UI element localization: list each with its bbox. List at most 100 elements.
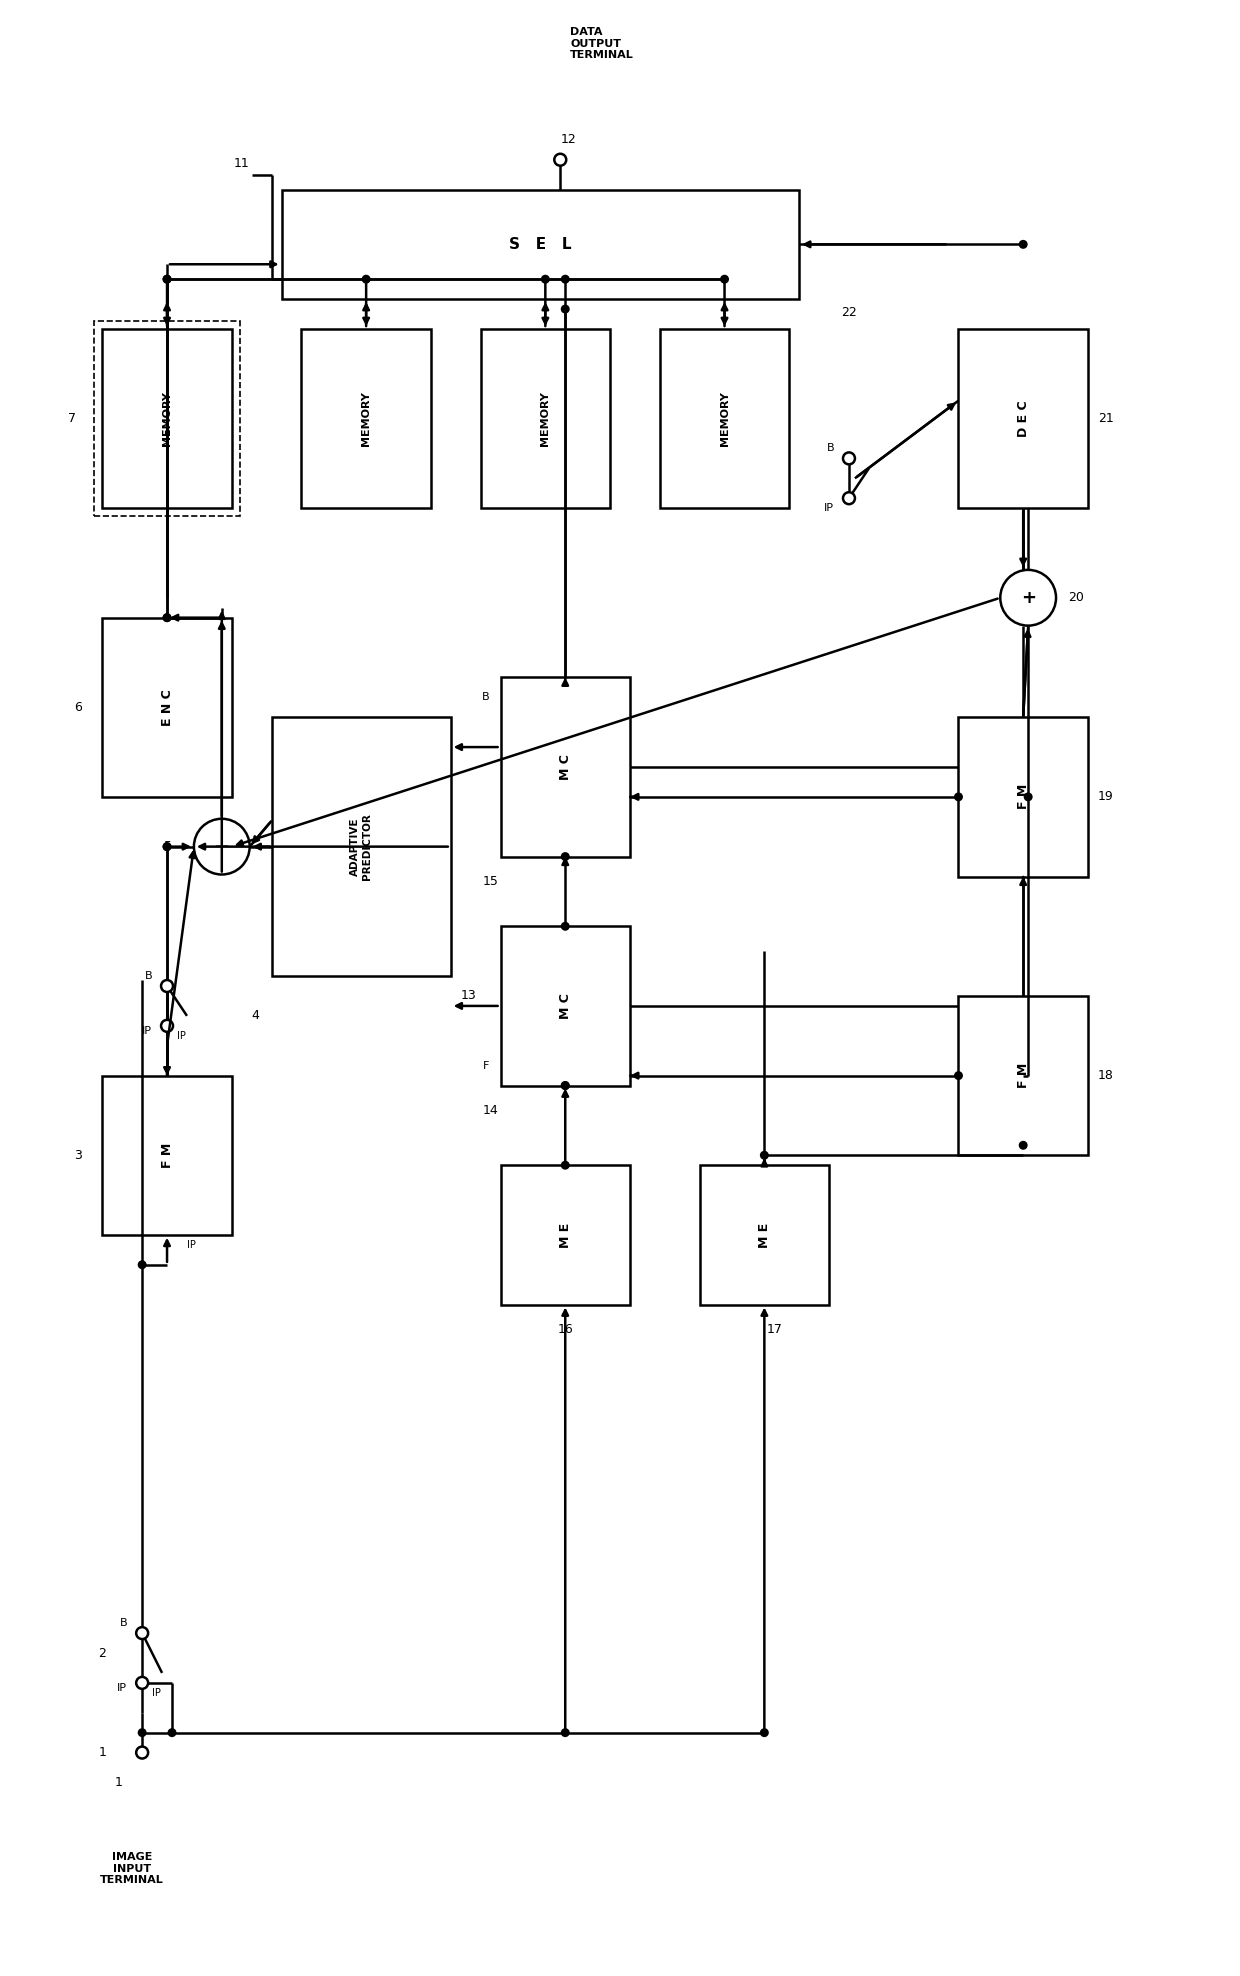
Text: B: B xyxy=(145,970,153,980)
Circle shape xyxy=(560,1160,569,1170)
Circle shape xyxy=(1019,1140,1028,1150)
Text: D E C: D E C xyxy=(1017,401,1029,437)
Text: S   E   L: S E L xyxy=(510,237,572,251)
Text: 14: 14 xyxy=(482,1105,498,1116)
Bar xyxy=(699,1166,830,1304)
Circle shape xyxy=(560,1081,569,1091)
Text: B: B xyxy=(482,692,490,701)
Bar xyxy=(501,927,630,1085)
Text: IMAGE
INPUT
TERMINAL: IMAGE INPUT TERMINAL xyxy=(100,1852,164,1885)
Circle shape xyxy=(954,1071,963,1081)
Bar xyxy=(301,328,430,508)
Text: IP: IP xyxy=(825,504,835,514)
Circle shape xyxy=(541,275,549,285)
Text: 5: 5 xyxy=(164,840,172,854)
Text: M C: M C xyxy=(559,994,572,1020)
Text: 17: 17 xyxy=(766,1324,782,1336)
Bar xyxy=(103,1075,232,1235)
Circle shape xyxy=(720,275,729,285)
Text: F M: F M xyxy=(160,1142,174,1168)
Text: DATA
OUTPUT
TERMINAL: DATA OUTPUT TERMINAL xyxy=(570,28,634,59)
Text: F M: F M xyxy=(1017,1063,1029,1089)
Text: +: + xyxy=(1021,589,1035,607)
Circle shape xyxy=(162,275,171,285)
Circle shape xyxy=(1001,569,1056,626)
Circle shape xyxy=(560,1729,569,1737)
Text: 15: 15 xyxy=(482,875,498,887)
Circle shape xyxy=(560,921,569,931)
Text: IP: IP xyxy=(187,1239,196,1251)
Text: B: B xyxy=(826,443,835,453)
Text: M E: M E xyxy=(559,1223,572,1247)
Text: 12: 12 xyxy=(560,132,577,146)
Text: 21: 21 xyxy=(1097,413,1114,425)
Circle shape xyxy=(760,1729,769,1737)
Text: M C: M C xyxy=(559,755,572,781)
Text: MEMORY: MEMORY xyxy=(541,391,551,447)
Text: 19: 19 xyxy=(1097,790,1114,804)
Circle shape xyxy=(760,1150,769,1160)
Circle shape xyxy=(954,792,963,802)
Bar xyxy=(959,717,1087,877)
Circle shape xyxy=(554,154,567,166)
Circle shape xyxy=(136,1747,148,1759)
Text: 18: 18 xyxy=(1097,1069,1114,1083)
Text: M E: M E xyxy=(758,1223,771,1247)
Text: 3: 3 xyxy=(74,1148,82,1162)
Circle shape xyxy=(162,275,171,285)
Circle shape xyxy=(161,980,174,992)
Text: IP: IP xyxy=(177,1031,186,1041)
Text: 11: 11 xyxy=(234,156,249,170)
Bar xyxy=(501,1166,630,1304)
Text: MEMORY: MEMORY xyxy=(361,391,371,447)
Circle shape xyxy=(193,818,249,875)
Bar xyxy=(94,320,239,516)
Text: B: B xyxy=(119,1618,128,1628)
Text: F M: F M xyxy=(1017,784,1029,810)
Text: 20: 20 xyxy=(1068,591,1084,605)
Text: −: − xyxy=(213,838,229,856)
Circle shape xyxy=(162,613,171,622)
Circle shape xyxy=(162,613,171,622)
Bar xyxy=(281,190,800,298)
Bar xyxy=(103,328,232,508)
Text: E N C: E N C xyxy=(160,690,174,725)
Bar xyxy=(103,618,232,796)
Circle shape xyxy=(162,842,171,852)
Text: 4: 4 xyxy=(252,1010,259,1022)
Bar xyxy=(481,328,610,508)
Text: IP: IP xyxy=(118,1684,128,1693)
Text: 1: 1 xyxy=(114,1776,123,1788)
Bar xyxy=(660,328,789,508)
Text: MEMORY: MEMORY xyxy=(162,391,172,447)
Text: 1: 1 xyxy=(98,1747,107,1759)
Text: 22: 22 xyxy=(841,306,857,318)
Text: 13: 13 xyxy=(461,990,476,1002)
Circle shape xyxy=(362,275,371,285)
Circle shape xyxy=(843,453,854,464)
Text: ADAPTIVE
PREDICTOR: ADAPTIVE PREDICTOR xyxy=(351,814,372,879)
Text: MEMORY: MEMORY xyxy=(719,391,729,447)
Bar xyxy=(959,996,1087,1156)
Circle shape xyxy=(167,1729,176,1737)
Circle shape xyxy=(843,492,854,504)
Text: IP: IP xyxy=(153,1688,161,1697)
Bar xyxy=(959,328,1087,508)
Circle shape xyxy=(560,1081,569,1091)
Circle shape xyxy=(560,275,569,285)
Circle shape xyxy=(560,304,569,314)
Text: IP: IP xyxy=(143,1026,153,1035)
Text: 16: 16 xyxy=(557,1324,573,1336)
Text: 6: 6 xyxy=(74,701,82,713)
Circle shape xyxy=(136,1626,148,1638)
Bar xyxy=(272,717,451,976)
Circle shape xyxy=(161,1020,174,1031)
Text: 7: 7 xyxy=(68,413,77,425)
Circle shape xyxy=(560,852,569,862)
Circle shape xyxy=(162,842,171,852)
Circle shape xyxy=(138,1729,146,1737)
Text: 2: 2 xyxy=(98,1646,107,1660)
Bar xyxy=(501,678,630,856)
Circle shape xyxy=(1024,792,1033,802)
Circle shape xyxy=(138,1261,146,1269)
